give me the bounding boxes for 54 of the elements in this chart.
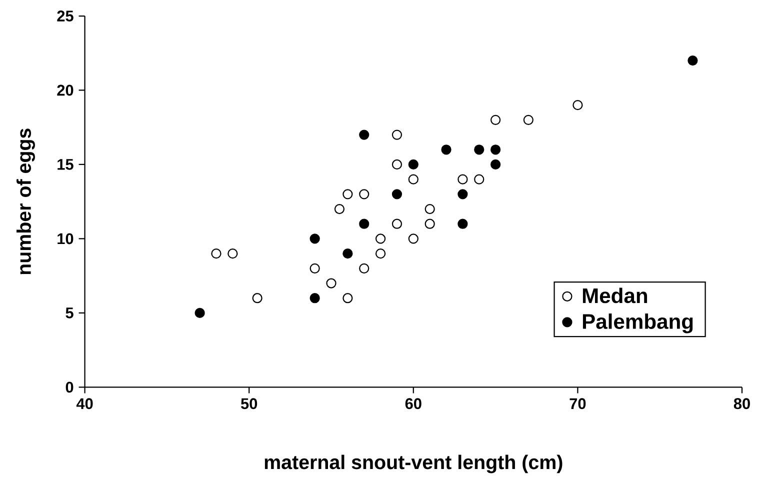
point [408,234,418,244]
point [474,174,484,184]
point [375,234,386,244]
point [342,189,353,200]
y-tick-label: 10 [58,233,74,244]
point [334,204,345,214]
point [392,130,402,140]
y-axis-title: number of eggs [16,128,35,274]
point [310,234,320,244]
point [252,293,262,304]
point [490,159,501,170]
y-tick-label: 5 [66,308,74,318]
point [490,144,501,155]
legend-label: Palembang [582,314,693,334]
point [392,218,402,229]
point [408,159,418,170]
point [441,144,452,155]
point [211,248,222,259]
point [326,278,336,288]
point [424,218,435,229]
point [342,248,353,259]
point [392,189,402,200]
point [458,174,468,184]
y-tick-label: 15 [58,159,74,170]
point [228,248,238,259]
x-tick-label: 80 [734,398,750,410]
y-tick-label: 20 [57,84,74,96]
x-tick-label: 70 [570,398,586,410]
legend-label: Medan [582,288,648,304]
x-tick-label: 50 [240,398,258,410]
point [458,218,468,229]
point [392,159,402,170]
point [474,144,484,155]
point [310,263,320,274]
x-axis-title: maternal snout-vent length (cm) [264,454,562,474]
point [424,204,435,214]
point [572,100,583,110]
point [375,248,386,259]
point [458,189,468,200]
point [359,130,370,140]
point [359,189,370,200]
point [490,114,501,125]
point [688,55,698,66]
y-tick-label: 25 [57,10,74,22]
y-tick-label: 0 [66,382,74,393]
point [194,308,205,318]
point [359,218,370,229]
x-tick-label: 60 [405,398,422,410]
point [310,293,320,304]
point [408,174,418,184]
point [342,293,353,304]
point [523,114,534,125]
x-tick-label: 40 [76,398,93,410]
point [359,263,370,274]
